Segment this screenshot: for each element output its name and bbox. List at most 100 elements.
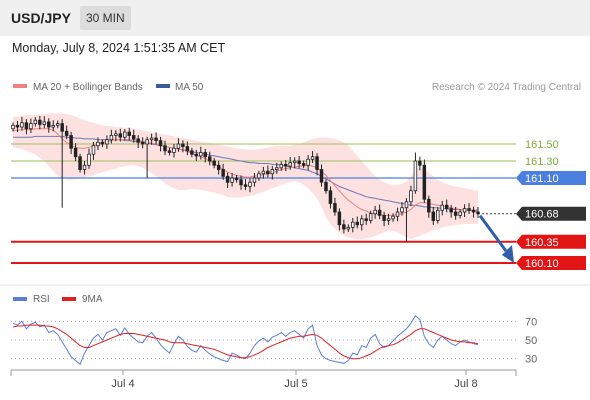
candle-body bbox=[297, 160, 301, 164]
instrument-title: USD/JPY bbox=[11, 10, 71, 26]
legend-ma50-swatch bbox=[156, 84, 170, 88]
candle-body bbox=[418, 160, 422, 166]
candle-body bbox=[261, 170, 266, 175]
candle-body bbox=[306, 158, 310, 166]
legend-rsi-swatch bbox=[13, 297, 27, 301]
timeframe-badge[interactable]: 30 MIN bbox=[80, 6, 131, 30]
candle-body bbox=[73, 147, 78, 158]
candle-body bbox=[337, 211, 342, 226]
candle-body bbox=[100, 141, 105, 145]
candle-body bbox=[471, 209, 476, 213]
legend-9ma-swatch bbox=[62, 297, 76, 301]
candle-body bbox=[123, 131, 127, 138]
candle-body bbox=[315, 156, 319, 170]
x-axis-ticks: Jul 4 Jul 5 Jul 8 bbox=[111, 370, 478, 390]
rsi-chart: 70 50 30 bbox=[11, 314, 537, 366]
level-label: 160.68 bbox=[525, 209, 559, 221]
rsi-tick-label: 30 bbox=[525, 354, 537, 366]
candle-body bbox=[248, 181, 252, 187]
ma20-line bbox=[13, 128, 479, 216]
candle-body bbox=[154, 137, 158, 142]
candle-body bbox=[105, 139, 109, 145]
candle-body bbox=[458, 211, 462, 216]
candle-body bbox=[234, 177, 239, 181]
candle-body bbox=[462, 208, 467, 213]
candle-body bbox=[127, 131, 131, 136]
candle-body bbox=[51, 124, 55, 128]
level-tag bbox=[516, 171, 586, 185]
candle-body bbox=[82, 164, 87, 170]
candle-body bbox=[283, 163, 288, 167]
candle-body bbox=[207, 156, 212, 162]
candle-body bbox=[252, 177, 257, 183]
legend-ma20-label: MA 20 + Bollinger Bands bbox=[33, 82, 143, 93]
legend-rsi-label: RSI bbox=[33, 294, 50, 305]
candle-body bbox=[324, 181, 328, 192]
candle-body bbox=[328, 190, 333, 204]
candle-body bbox=[190, 150, 194, 155]
candle-body bbox=[243, 184, 248, 187]
price-chart: 161.50 161.30 161.10 160.68 160.35 160.10 bbox=[11, 113, 586, 270]
candle-body bbox=[114, 133, 118, 136]
candle-body bbox=[64, 130, 69, 136]
level-tag bbox=[516, 234, 586, 249]
rsi-tick-label: 50 bbox=[525, 335, 537, 347]
x-tick-label: Jul 5 bbox=[284, 378, 307, 390]
candle-body bbox=[15, 124, 20, 128]
candle-body bbox=[96, 141, 100, 147]
candle-body bbox=[33, 119, 38, 124]
candle-body bbox=[288, 162, 292, 167]
candle-body bbox=[78, 156, 82, 170]
candle-body bbox=[140, 141, 145, 145]
candle-body bbox=[109, 135, 114, 141]
candle-body bbox=[203, 152, 208, 158]
current-price-tag bbox=[516, 206, 586, 221]
credit-label: Research © 2024 Trading Central bbox=[432, 82, 581, 93]
candle-body bbox=[20, 122, 24, 128]
candle-body bbox=[342, 224, 346, 230]
candle-body bbox=[404, 201, 409, 209]
candle-body bbox=[60, 123, 64, 132]
candle-body bbox=[221, 169, 225, 177]
candle-body bbox=[163, 145, 167, 152]
candle-body bbox=[136, 138, 140, 143]
candle-body bbox=[436, 209, 440, 221]
level-label: 160.10 bbox=[525, 258, 559, 270]
candle-body bbox=[194, 153, 199, 157]
candle-body bbox=[158, 140, 163, 147]
forecast-arrow-head bbox=[502, 245, 514, 263]
candle-body bbox=[91, 145, 96, 155]
candle-body bbox=[216, 164, 221, 170]
candle-body bbox=[47, 121, 51, 128]
candle-body bbox=[24, 122, 29, 130]
candle-body bbox=[266, 170, 270, 175]
candle-body bbox=[301, 163, 306, 166]
candle-body bbox=[333, 203, 337, 213]
candle-body bbox=[413, 160, 418, 192]
candle-body bbox=[364, 218, 368, 221]
rsi-9ma-line bbox=[12, 324, 479, 360]
candle-body bbox=[257, 173, 261, 179]
candle-body bbox=[172, 147, 176, 153]
candle-body bbox=[346, 226, 351, 230]
candle-body bbox=[319, 169, 324, 183]
candle-body bbox=[453, 211, 458, 216]
candle-body bbox=[181, 143, 185, 147]
candle-body bbox=[131, 135, 136, 140]
bollinger-band bbox=[13, 113, 478, 240]
candle-body bbox=[386, 218, 391, 221]
candle-body bbox=[467, 208, 471, 211]
candle-body bbox=[400, 207, 404, 213]
candle-body bbox=[476, 211, 480, 215]
candle-body bbox=[377, 209, 382, 216]
level-label: 160.35 bbox=[525, 237, 559, 249]
x-tick-label: Jul 8 bbox=[454, 378, 477, 390]
datetime-label: Monday, July 8, 2024 1:51:35 AM CET bbox=[12, 41, 226, 55]
candle-body bbox=[167, 150, 172, 153]
level-label: 161.50 bbox=[525, 139, 559, 151]
candle-body bbox=[149, 137, 154, 141]
candle-body bbox=[118, 133, 123, 138]
level-label: 161.10 bbox=[525, 173, 559, 185]
level-label: 161.30 bbox=[525, 156, 559, 168]
